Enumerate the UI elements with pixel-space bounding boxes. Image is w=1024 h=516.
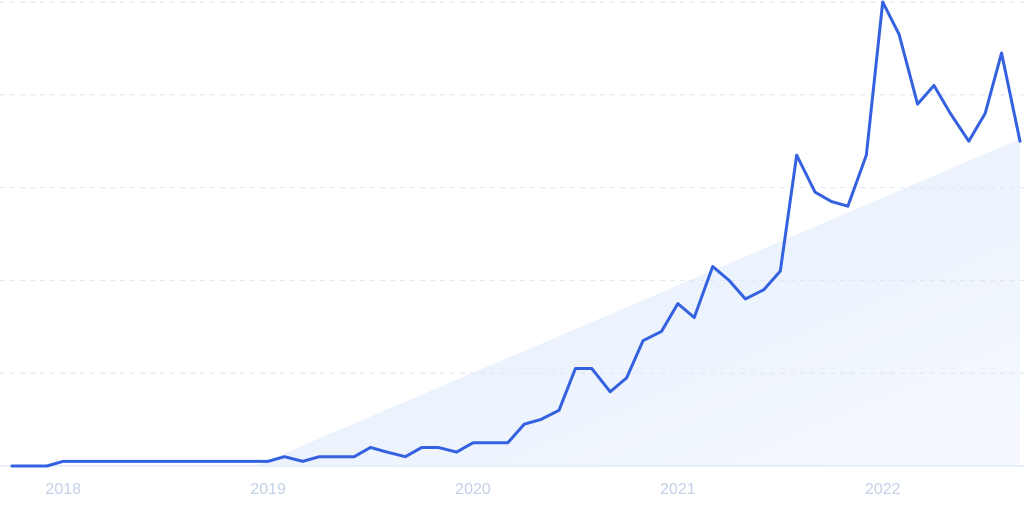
line (10, 0, 1022, 468)
plot (10, 0, 1022, 468)
grid: 2018 2019 2020 2021 2022 (0, 1, 1024, 498)
x-tick-label: 2020 (455, 481, 491, 498)
x-tick-label: 2018 (45, 481, 81, 498)
x-tick-label: 2021 (660, 481, 696, 498)
x-tick-label: 2019 (250, 481, 286, 498)
trend-area (255, 139, 1020, 466)
x-tick-label: 2022 (865, 481, 901, 498)
